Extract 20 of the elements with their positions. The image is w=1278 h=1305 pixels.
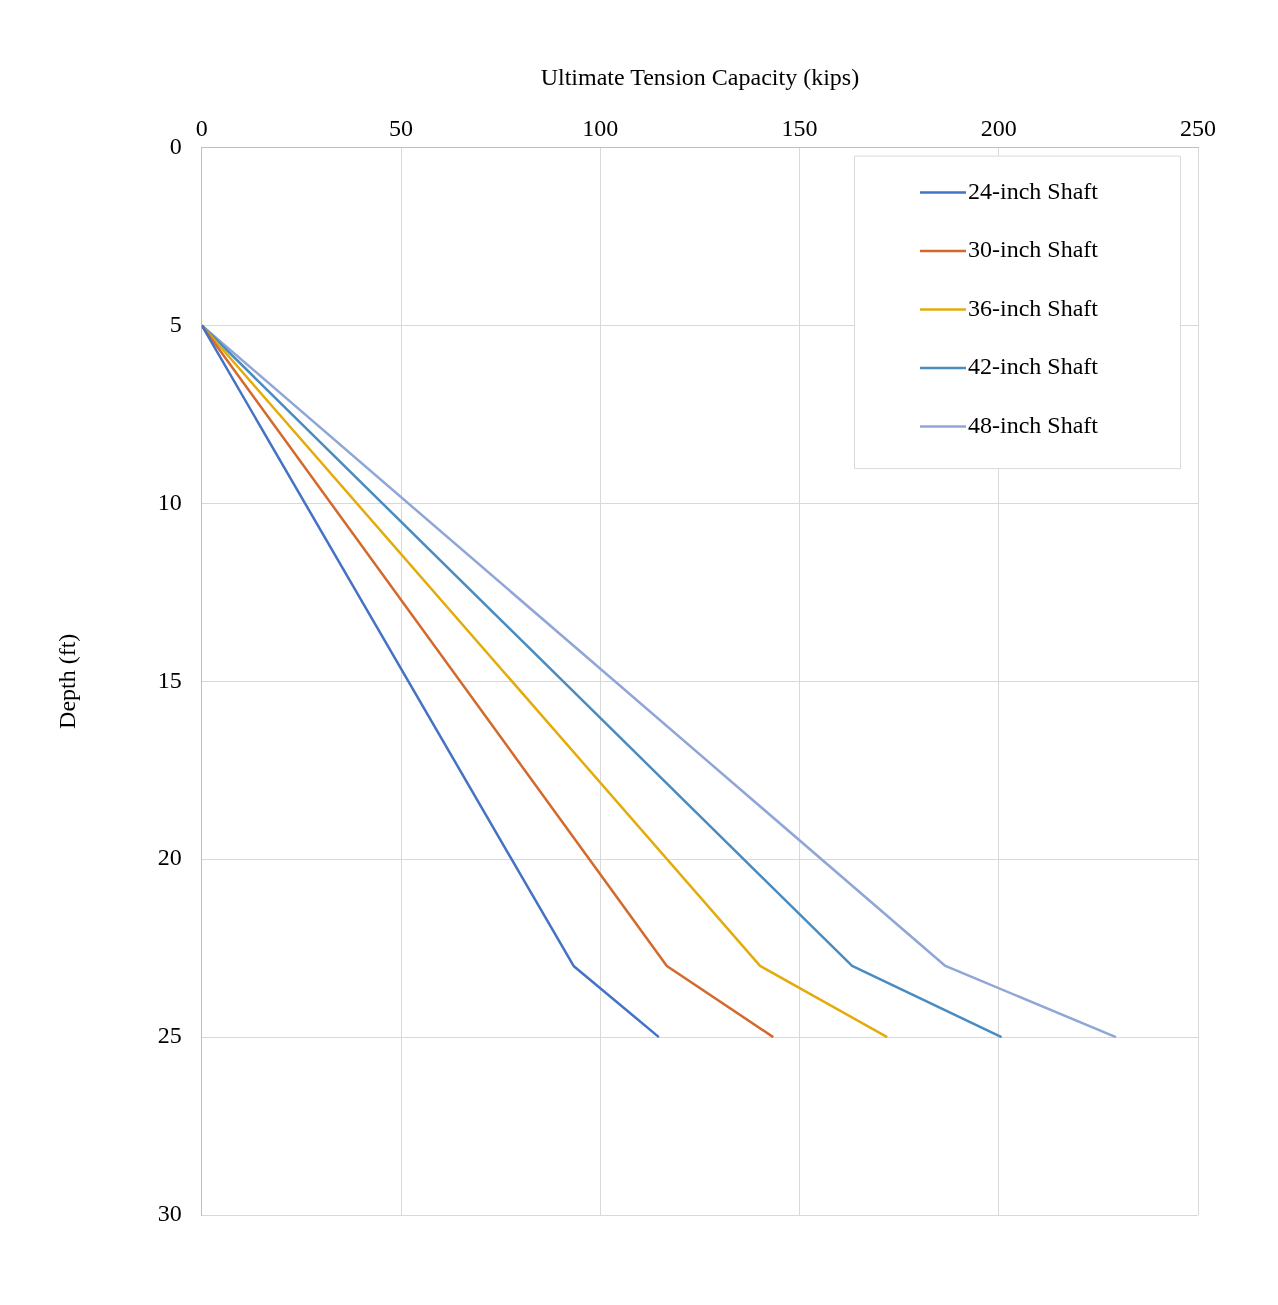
legend-label: 36-inch Shaft [968, 294, 1099, 321]
y-tick-label: 5 [169, 310, 182, 337]
x-tick-label: 50 [389, 115, 414, 142]
x-axis-title: Ultimate Tension Capacity (kips) [540, 63, 860, 90]
x-tick-label: 200 [980, 115, 1017, 142]
y-tick-label: 20 [157, 844, 182, 871]
legend-label: 30-inch Shaft [968, 236, 1099, 263]
y-tick-label: 15 [157, 666, 182, 693]
y-tick-label: 25 [157, 1022, 182, 1049]
x-tick-label: 100 [582, 115, 619, 142]
legend-label: 24-inch Shaft [968, 177, 1099, 204]
y-tick-label: 0 [169, 132, 182, 159]
y-tick-label: 10 [157, 488, 182, 515]
legend-label: 48-inch Shaft [968, 411, 1099, 438]
y-axis-title: Depth (ft) [53, 633, 80, 729]
x-tick-label: 250 [1180, 115, 1216, 142]
legend-label: 42-inch Shaft [968, 353, 1099, 380]
y-tick-label: 30 [157, 1200, 182, 1227]
x-tick-label: 0 [195, 115, 208, 142]
x-tick-label: 150 [781, 115, 818, 142]
